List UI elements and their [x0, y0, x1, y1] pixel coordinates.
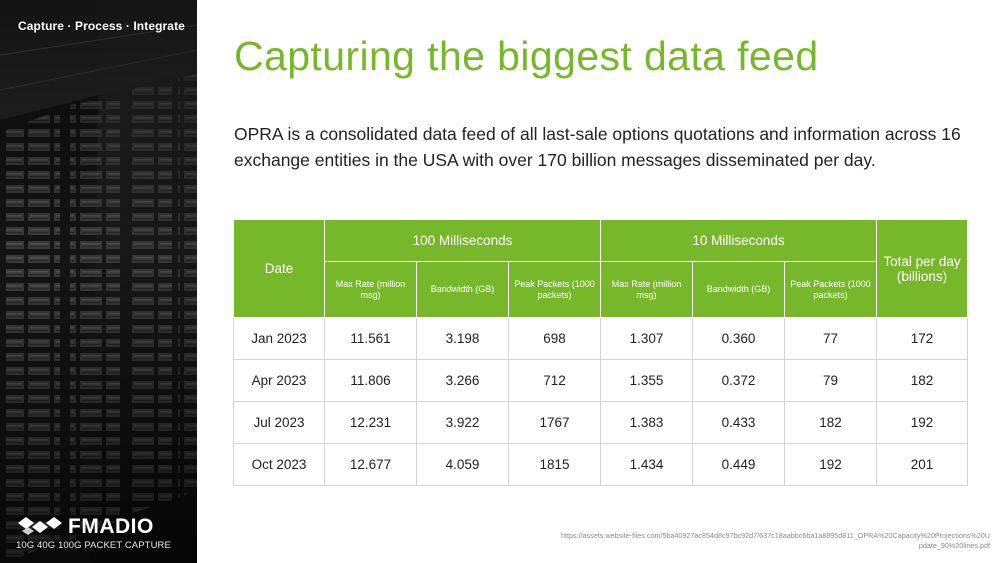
- table-row: Jan 2023 11.561 3.198 698 1.307 0.360 77…: [233, 317, 969, 360]
- cell-max-rate-10ms: 1.383: [600, 401, 694, 444]
- cell-max-rate-100ms: 11.561: [324, 317, 417, 360]
- cell-total: 201: [876, 443, 969, 486]
- fmadio-logo-icon: [18, 517, 62, 535]
- cell-date: Apr 2023: [233, 359, 325, 402]
- date-header: Date: [233, 219, 325, 318]
- cell-peak-packets-100ms: 698: [507, 317, 602, 360]
- logo-name: FMADIO: [68, 515, 154, 538]
- cell-bandwidth-10ms: 0.372: [692, 359, 786, 402]
- opra-data-table: Date 100 Milliseconds 10 Milliseconds To…: [233, 219, 969, 486]
- cell-date: Jan 2023: [233, 317, 325, 360]
- peak-packets-header-100ms: Peak Packets (1000 packets): [507, 261, 602, 318]
- cell-peak-packets-10ms: 79: [784, 359, 878, 402]
- source-url: https://assets.website-files.com/5ba4092…: [560, 531, 990, 550]
- cell-peak-packets-100ms: 1815: [507, 443, 602, 486]
- cell-bandwidth-10ms: 0.449: [692, 443, 786, 486]
- cell-date: Oct 2023: [233, 443, 325, 486]
- cell-peak-packets-10ms: 192: [784, 443, 878, 486]
- page-title: Capturing the biggest data feed: [234, 33, 819, 79]
- cell-bandwidth-100ms: 3.922: [416, 401, 509, 444]
- cell-bandwidth-100ms: 3.266: [416, 359, 509, 402]
- tagline: Capture · Process · Integrate: [18, 19, 185, 33]
- bandwidth-header-10ms: Bandwidth (GB): [692, 261, 786, 318]
- cell-bandwidth-10ms: 0.360: [692, 317, 786, 360]
- peak-packets-header-10ms: Peak Packets (1000 packets): [784, 261, 878, 318]
- max-rate-header-10ms: Max Rate (million msg): [600, 261, 694, 318]
- table-row: Apr 2023 11.806 3.266 712 1.355 0.372 79…: [233, 359, 969, 402]
- cell-peak-packets-10ms: 77: [784, 317, 878, 360]
- sidebar-image: Capture · Process · Integrate FMADIO 10G…: [0, 0, 197, 563]
- cell-max-rate-100ms: 11.806: [324, 359, 417, 402]
- cell-total: 172: [876, 317, 969, 360]
- cell-peak-packets-100ms: 1767: [507, 401, 602, 444]
- cell-peak-packets-10ms: 182: [784, 401, 878, 444]
- cell-max-rate-10ms: 1.355: [600, 359, 694, 402]
- table-row: Oct 2023 12.677 4.059 1815 1.434 0.449 1…: [233, 443, 969, 486]
- cell-bandwidth-10ms: 0.433: [692, 401, 786, 444]
- cell-max-rate-100ms: 12.231: [324, 401, 417, 444]
- total-header: Total per day (billions): [876, 219, 969, 318]
- fmadio-logo: FMADIO 10G 40G 100G PACKET CAPTURE: [16, 515, 193, 555]
- cell-bandwidth-100ms: 4.059: [416, 443, 509, 486]
- max-rate-header-100ms: Max Rate (million msg): [324, 261, 417, 318]
- group-header-10ms: 10 Milliseconds: [600, 219, 878, 262]
- server-racks-image: [0, 0, 197, 563]
- description-text: OPRA is a consolidated data feed of all …: [234, 124, 961, 170]
- bandwidth-header-100ms: Bandwidth (GB): [416, 261, 509, 318]
- cell-date: Jul 2023: [233, 401, 325, 444]
- header-row-metrics: Max Rate (million msg) Bandwidth (GB) Pe…: [234, 261, 968, 318]
- cell-total: 192: [876, 401, 969, 444]
- cell-max-rate-100ms: 12.677: [324, 443, 417, 486]
- header-row-groups: Date 100 Milliseconds 10 Milliseconds To…: [233, 219, 969, 318]
- cell-peak-packets-100ms: 712: [507, 359, 602, 402]
- cell-total: 182: [876, 359, 969, 402]
- logo-subtitle: 10G 40G 100G PACKET CAPTURE: [16, 540, 171, 551]
- cell-max-rate-10ms: 1.434: [600, 443, 694, 486]
- table-row: Jul 2023 12.231 3.922 1767 1.383 0.433 1…: [233, 401, 969, 444]
- cell-bandwidth-100ms: 3.198: [416, 317, 509, 360]
- cell-max-rate-10ms: 1.307: [600, 317, 694, 360]
- group-header-100ms: 100 Milliseconds: [323, 219, 602, 262]
